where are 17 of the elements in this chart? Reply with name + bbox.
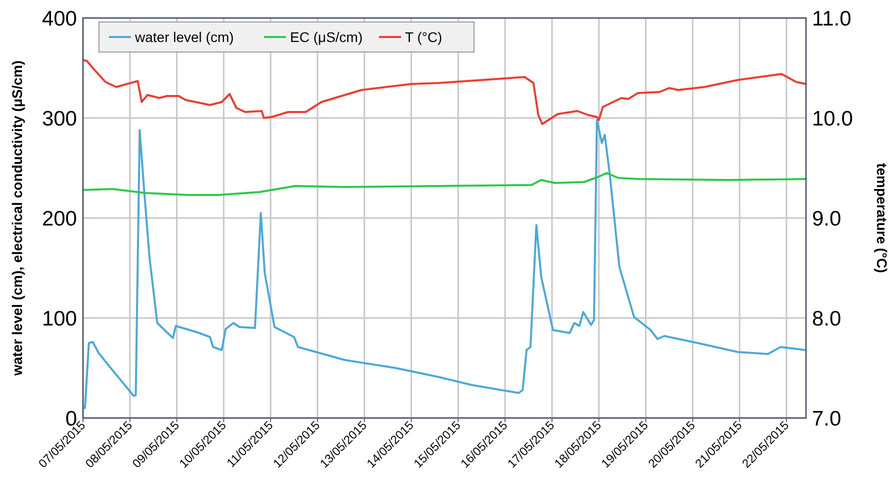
line-series [82,119,806,409]
y-tick-label: 400 [42,7,77,30]
y-tick-label: 100 [42,307,77,330]
y-tick-label: 200 [42,207,77,230]
y2-tick-label: 11.0 [812,7,852,30]
y-axis-title: water level (cm), electrical conductivity (μS/cm) [9,60,25,377]
legend-label: T (°C) [405,28,442,45]
legend-label: EC (μS/cm) [290,28,363,45]
y2-tick-label: 9.0 [812,207,842,230]
line-series [82,172,807,196]
y2-tick-label: 8.0 [812,307,842,330]
y2-tick-label: 10.0 [812,107,853,130]
legend-label: water level (cm) [134,28,234,45]
line-series [82,59,807,125]
y-tick-label: 300 [42,107,77,130]
y2-tick-label: 7.0 [812,407,842,430]
y2-axis-title: temperature (°C) [874,163,889,273]
